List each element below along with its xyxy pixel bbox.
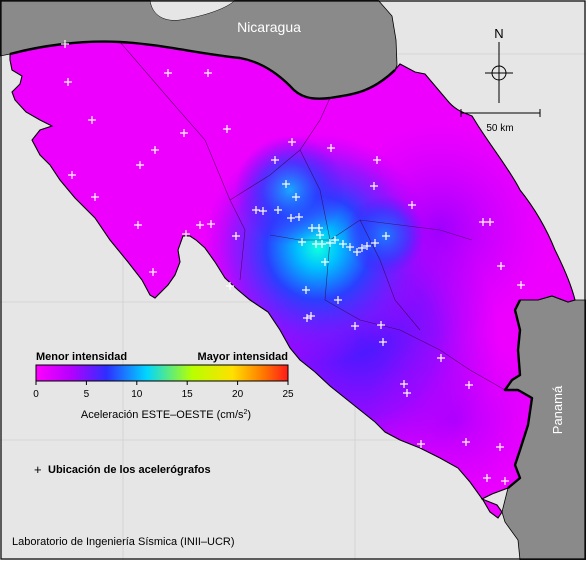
station-marker xyxy=(271,156,279,164)
station-marker xyxy=(315,224,323,232)
station-marker xyxy=(295,213,303,221)
accelerograph-stations xyxy=(61,40,525,485)
station-marker xyxy=(326,239,334,247)
province-boundaries xyxy=(119,41,506,391)
scale-bar: 50 km xyxy=(460,109,541,134)
station-marker xyxy=(232,232,240,240)
station-marker xyxy=(483,474,491,482)
station-marker xyxy=(371,239,379,247)
intensity-legend: Menor intensidad Mayor intensidad 0 5 10 15… xyxy=(33,351,294,477)
station-marker xyxy=(462,438,470,446)
station-marker xyxy=(303,314,311,322)
label-panama: Panamá xyxy=(550,385,565,434)
legend-tick-label: 20 xyxy=(232,389,244,400)
station-marker xyxy=(316,231,324,239)
station-marker xyxy=(346,243,354,251)
station-marker xyxy=(327,144,335,152)
station-marker xyxy=(68,171,76,179)
station-marker xyxy=(318,240,326,248)
station-marker xyxy=(408,201,416,209)
station-marker xyxy=(274,206,282,214)
station-marker xyxy=(465,381,473,389)
international-borders xyxy=(9,40,534,489)
station-marker xyxy=(479,218,487,226)
credit-text: Laboratorio de Ingeniería Sísmica (INII–… xyxy=(12,536,235,548)
station-marker xyxy=(282,180,290,188)
station-marker xyxy=(517,281,525,289)
station-marker xyxy=(287,214,295,222)
station-marker xyxy=(288,138,296,146)
scale-bar-label: 50 km xyxy=(486,123,513,134)
legend-tick-label: 5 xyxy=(84,389,90,400)
station-marker xyxy=(182,230,190,238)
legend-ticks: 0 5 10 15 20 25 xyxy=(33,381,294,400)
station-marker xyxy=(196,221,204,229)
station-marker xyxy=(358,244,366,252)
legend-tick-label: 10 xyxy=(131,389,143,400)
north-arrow: N xyxy=(485,26,513,103)
station-marker xyxy=(437,354,445,362)
station-marker xyxy=(331,236,339,244)
legend-axis-title-close: ) xyxy=(247,409,251,421)
station-marker xyxy=(180,129,188,137)
station-legend-marker: + xyxy=(34,462,42,477)
station-legend-label: Ubicación de los acelerógrafos xyxy=(48,464,211,476)
station-marker xyxy=(259,207,267,215)
station-marker xyxy=(223,125,231,133)
station-marker xyxy=(64,78,72,86)
station-marker xyxy=(91,193,99,201)
station-marker xyxy=(379,338,387,346)
station-marker xyxy=(353,248,361,256)
station-marker xyxy=(417,440,425,448)
station-marker xyxy=(400,380,408,388)
station-marker xyxy=(382,232,390,240)
station-marker xyxy=(496,443,504,451)
station-marker xyxy=(207,220,215,228)
legend-low-label: Menor intensidad xyxy=(36,351,127,363)
station-marker xyxy=(497,262,505,270)
station-marker xyxy=(486,218,494,226)
station-marker xyxy=(292,193,300,201)
station-marker xyxy=(334,296,342,304)
station-marker xyxy=(307,312,315,320)
legend-tick-label: 25 xyxy=(282,389,294,400)
station-marker xyxy=(377,321,385,329)
station-marker xyxy=(373,156,381,164)
legend-tick-label: 0 xyxy=(33,389,39,400)
legend-axis-title: Aceleración ESTE–OESTE (cm/s2) xyxy=(81,409,251,421)
station-marker xyxy=(226,282,234,290)
station-marker xyxy=(403,389,411,397)
station-marker xyxy=(370,182,378,190)
station-marker xyxy=(308,224,316,232)
legend-color-bar xyxy=(35,364,289,382)
legend-high-label: Mayor intensidad xyxy=(198,351,288,363)
station-marker xyxy=(321,258,329,266)
station-marker xyxy=(339,240,347,248)
station-marker xyxy=(151,146,159,154)
legend-tick-label: 15 xyxy=(182,389,194,400)
legend-axis-title-main: Aceleración ESTE–OESTE (cm/s xyxy=(81,409,244,421)
station-marker xyxy=(204,69,212,77)
station-marker xyxy=(134,221,142,229)
station-marker xyxy=(88,116,96,124)
station-marker xyxy=(302,286,310,294)
station-marker xyxy=(149,268,157,276)
station-marker xyxy=(501,477,509,485)
station-marker xyxy=(252,206,260,214)
label-nicaragua: Nicaragua xyxy=(237,19,301,35)
station-marker xyxy=(164,69,172,77)
legend-axis-title-sup: 2 xyxy=(244,409,248,416)
station-marker xyxy=(136,161,144,169)
north-arrow-label: N xyxy=(494,26,503,41)
station-marker xyxy=(298,238,306,246)
station-marker xyxy=(61,40,69,48)
station-marker xyxy=(363,242,371,250)
station-marker xyxy=(351,322,359,330)
lake-nicaragua xyxy=(149,0,236,21)
